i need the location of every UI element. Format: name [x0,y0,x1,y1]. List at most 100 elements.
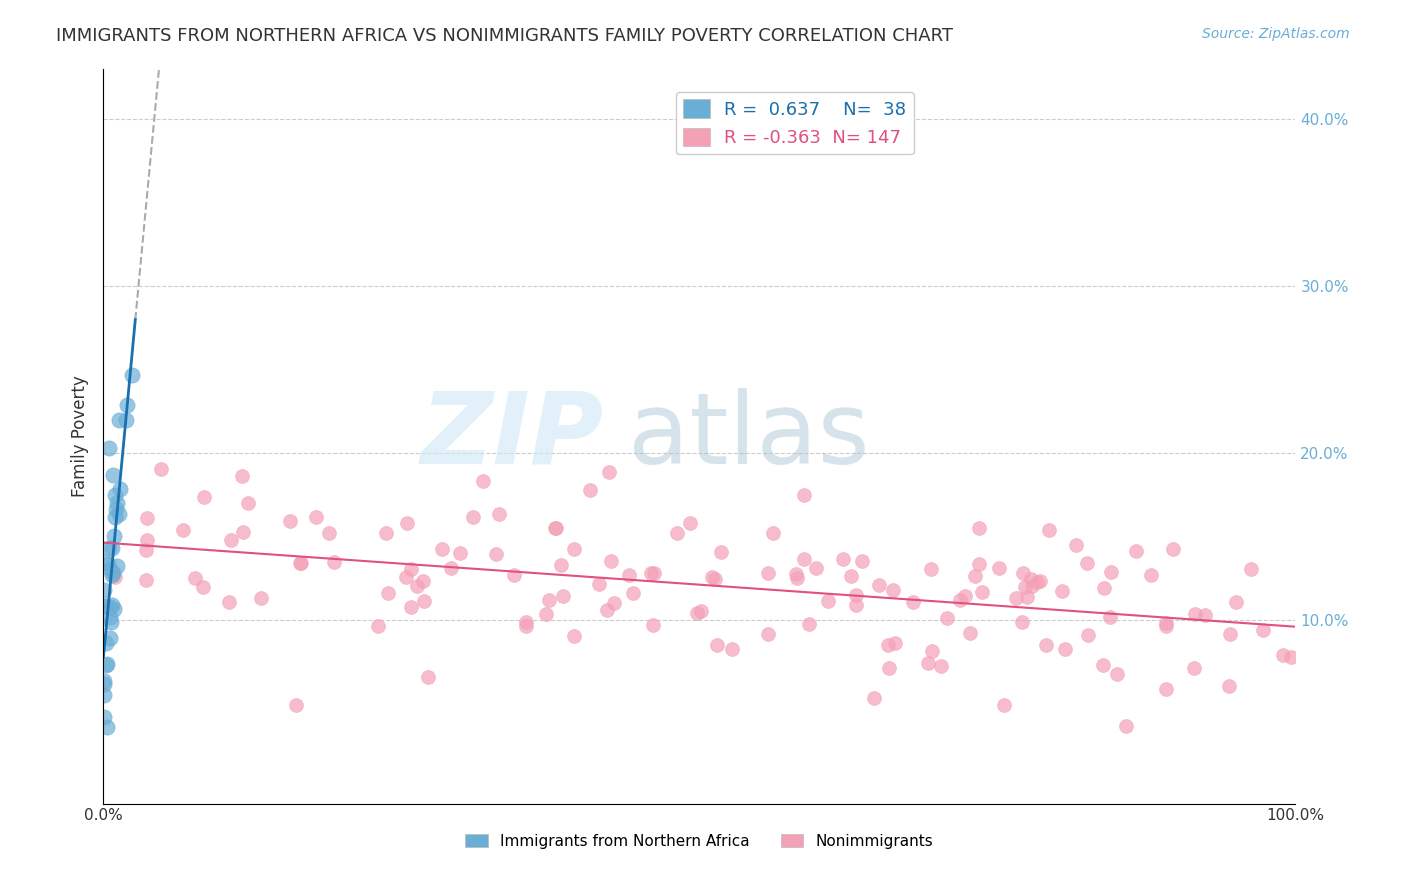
Point [416,669,439,683]
Point [101,566,124,580]
Point [440,561,463,575]
Point [105,502,128,516]
Point [987,560,1010,574]
Point [108,483,131,497]
Point [412,574,434,588]
Point [762,526,785,541]
Point [543,521,565,535]
Point [1271,648,1294,663]
Point [1021,579,1043,593]
Point [1076,557,1098,571]
Point [290,557,312,571]
Point [970,584,993,599]
Point [1251,623,1274,637]
Text: ZIP: ZIP [420,387,605,484]
Point [97,557,120,571]
Point [221,533,243,548]
Point [236,496,259,510]
Point [284,698,307,713]
Point [97,441,120,455]
Point [1035,638,1057,652]
Point [412,594,434,608]
Text: Source: ZipAtlas.com: Source: ZipAtlas.com [1202,27,1350,41]
Point [588,577,610,591]
Point [1077,628,1099,642]
Point [1218,679,1240,693]
Point [845,598,868,612]
Point [1092,582,1115,596]
Point [107,412,129,426]
Point [472,474,495,488]
Point [184,571,207,585]
Point [278,514,301,528]
Point [503,568,526,582]
Point [917,657,939,671]
Point [515,615,537,630]
Point [1012,566,1035,580]
Point [1154,615,1177,630]
Point [96,636,118,650]
Point [94,555,117,569]
Point [967,521,990,535]
Point [406,579,429,593]
Point [232,524,254,539]
Point [101,567,124,582]
Point [799,616,821,631]
Point [877,661,900,675]
Point [98,562,121,576]
Point [704,573,727,587]
Point [93,674,115,689]
Point [1038,523,1060,537]
Point [1194,608,1216,623]
Point [367,619,389,633]
Point [967,557,990,571]
Point [430,542,453,557]
Point [920,562,942,576]
Point [218,595,240,609]
Point [1011,615,1033,630]
Point [193,490,215,504]
Point [679,516,702,530]
Point [876,638,898,652]
Point [785,567,807,582]
Point [97,541,120,555]
Point [1240,562,1263,576]
Point [963,569,986,583]
Point [1025,574,1047,589]
Point [104,509,127,524]
Point [868,578,890,592]
Point [93,582,115,597]
Point [93,676,115,690]
Point [550,558,572,573]
Point [115,412,138,426]
Point [103,570,125,584]
Point [686,606,709,620]
Point [449,546,471,560]
Point [617,567,640,582]
Point [1019,572,1042,586]
Point [831,552,853,566]
Point [1154,682,1177,697]
Point [1225,595,1247,609]
Point [936,611,959,625]
Point [103,602,125,616]
Point [94,658,117,673]
Point [135,573,157,587]
Point [1029,574,1052,589]
Point [93,688,115,702]
Point [845,589,868,603]
Point [579,483,602,497]
Point [756,627,779,641]
Point [96,719,118,733]
Point [394,570,416,584]
Point [399,562,422,576]
Point [94,599,117,613]
Point [1154,619,1177,633]
Point [710,545,733,559]
Point [621,585,644,599]
Point [949,593,972,607]
Point [839,569,862,583]
Point [1184,607,1206,621]
Y-axis label: Family Poverty: Family Poverty [72,376,89,497]
Point [882,583,904,598]
